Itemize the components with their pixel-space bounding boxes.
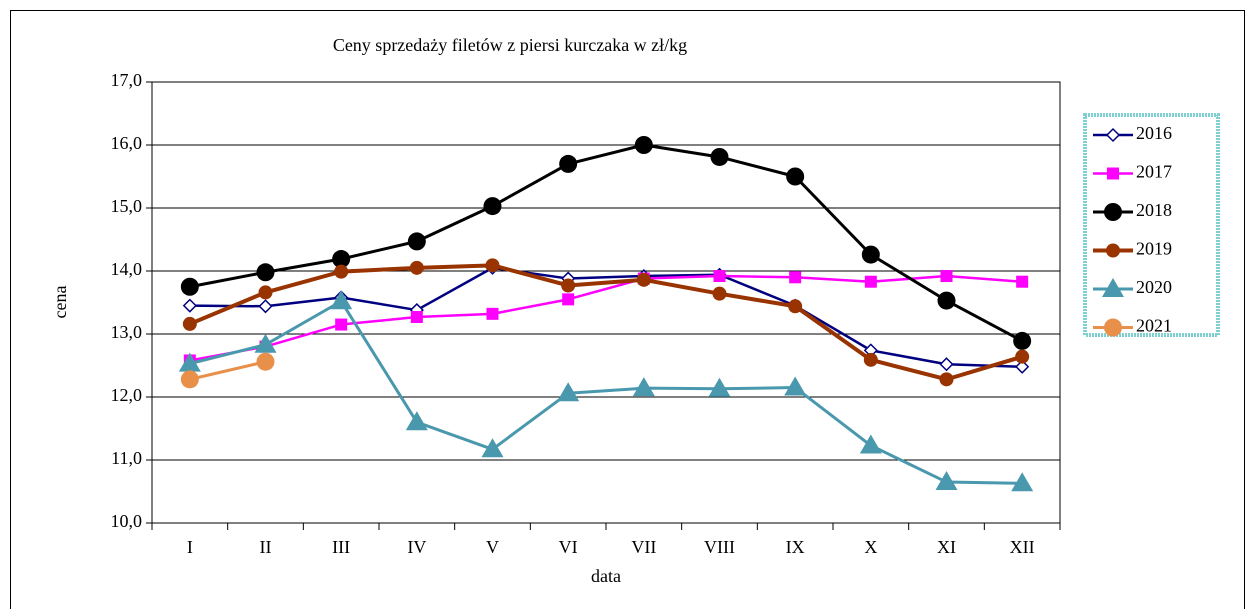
data-point: [335, 318, 348, 331]
data-point: [939, 357, 954, 372]
x-tick-label: V: [486, 537, 499, 557]
data-point: [632, 377, 655, 397]
data-point: [636, 272, 651, 287]
data-point: [634, 136, 653, 154]
data-point: [940, 270, 953, 283]
data-point: [789, 271, 802, 284]
data-point: [562, 293, 575, 306]
y-tick-label: 17,0: [111, 70, 143, 90]
data-point: [859, 434, 882, 454]
data-point: [786, 167, 805, 186]
data-point: [561, 278, 576, 293]
data-point: [559, 154, 578, 173]
legend-marker: [1104, 203, 1122, 221]
legend-marker: [1102, 278, 1124, 297]
data-point: [180, 277, 199, 296]
y-tick-label: 15,0: [111, 196, 143, 216]
y-tick-label: 11,0: [111, 448, 142, 468]
data-point: [332, 250, 351, 269]
data-point: [486, 307, 499, 320]
data-point: [937, 291, 956, 310]
data-point: [180, 370, 199, 389]
y-axis-label: cena: [50, 286, 70, 319]
data-point: [1013, 331, 1032, 350]
series-line: [189, 274, 1023, 362]
data-point: [334, 264, 349, 279]
data-point: [256, 352, 275, 371]
data-point: [708, 377, 731, 397]
data-point: [405, 411, 428, 431]
legend-label: 2018: [1136, 200, 1172, 220]
legend-label: 2020: [1136, 277, 1172, 297]
data-point: [1016, 275, 1029, 288]
data-point: [557, 382, 580, 402]
x-tick-label: IX: [786, 537, 805, 557]
data-point: [258, 285, 273, 300]
legend-marker: [1106, 243, 1120, 258]
legend-label: 2021: [1136, 316, 1172, 336]
x-tick-label: IV: [407, 537, 426, 557]
data-point: [863, 352, 878, 367]
data-point: [409, 260, 424, 275]
x-axis-label: data: [591, 566, 621, 586]
legend-label: 2019: [1136, 239, 1172, 259]
data-point: [182, 298, 197, 313]
data-point: [788, 299, 803, 314]
x-tick-label: XI: [937, 537, 956, 557]
legend-marker: [1105, 127, 1121, 143]
data-point: [330, 290, 353, 310]
x-tick-label: XII: [1010, 537, 1035, 557]
data-point: [254, 333, 277, 353]
x-tick-label: VI: [559, 537, 578, 557]
series-line: [189, 266, 1023, 369]
legend-label: 2017: [1136, 162, 1172, 182]
legend-box: [1083, 113, 1220, 337]
data-point: [710, 147, 729, 166]
data-point: [178, 352, 201, 372]
data-point: [939, 372, 954, 387]
data-point: [712, 286, 727, 301]
chart-frame: [10, 10, 1245, 609]
data-point: [1015, 359, 1030, 374]
data-point: [861, 245, 880, 264]
data-point: [485, 258, 500, 273]
y-tick-label: 14,0: [111, 259, 143, 279]
data-point: [713, 270, 726, 283]
data-point: [935, 471, 958, 491]
series-line: [189, 299, 1023, 485]
x-tick-label: VII: [631, 537, 656, 557]
data-point: [1011, 472, 1034, 492]
data-point: [258, 299, 273, 314]
data-point: [182, 316, 197, 331]
chart-title: Ceny sprzedaży filetów z piersi kurczaka…: [333, 35, 687, 55]
series-line: [189, 360, 266, 381]
y-tick-label: 16,0: [111, 133, 143, 153]
x-tick-label: III: [332, 537, 350, 557]
x-tick-label: I: [187, 537, 193, 557]
data-point: [410, 310, 423, 323]
legend-marker: [1104, 318, 1122, 337]
data-point: [256, 263, 275, 282]
legend-label: 2016: [1136, 123, 1172, 143]
y-tick-label: 12,0: [111, 385, 143, 405]
data-point: [1015, 349, 1030, 364]
data-point: [864, 275, 877, 288]
series-line: [189, 143, 1023, 343]
legend-marker: [1107, 167, 1119, 180]
data-point: [483, 197, 502, 216]
x-tick-label: X: [864, 537, 877, 557]
data-point: [481, 438, 504, 458]
series-line: [189, 263, 1023, 382]
x-tick-label: II: [260, 537, 272, 557]
x-tick-label: VIII: [704, 537, 735, 557]
y-tick-label: 10,0: [111, 511, 143, 531]
data-point: [784, 376, 807, 396]
y-tick-label: 13,0: [111, 322, 143, 342]
data-point: [407, 232, 426, 251]
